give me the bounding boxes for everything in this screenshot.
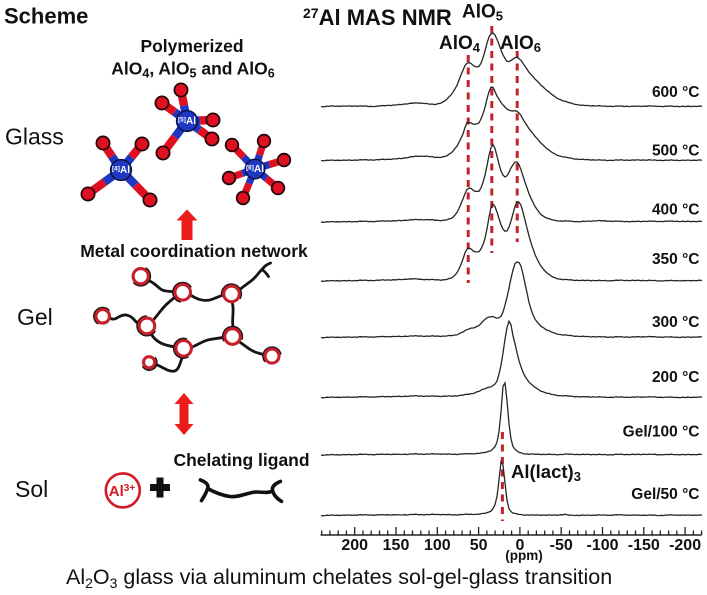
svg-text:AlO4: AlO4 [439,33,481,55]
svg-text:350 °C: 350 °C [652,251,700,268]
svg-text:-50: -50 [550,537,573,554]
svg-text:200 °C: 200 °C [652,369,700,386]
svg-text:500 °C: 500 °C [652,142,700,159]
svg-text:AlO6: AlO6 [500,33,541,55]
svg-text:-100: -100 [586,537,618,554]
svg-text:AlO4, AlO5 and AlO6: AlO4, AlO5 and AlO6 [111,59,275,81]
svg-text:27Al MAS NMR: 27Al MAS NMR [303,5,452,30]
svg-text:Al2O3 glass via aluminum chela: Al2O3 glass via aluminum chelates sol-ge… [66,565,612,591]
svg-text:(ppm): (ppm) [505,548,543,563]
svg-text:Al(lact)3: Al(lact)3 [511,461,581,484]
svg-text:Scheme: Scheme [4,4,88,29]
svg-text:Gel/50 °C: Gel/50 °C [631,486,699,503]
svg-text:Gel/100 °C: Gel/100 °C [623,423,700,440]
svg-text:[5]Al: [5]Al [178,116,196,127]
svg-text:AlO5: AlO5 [462,2,503,24]
svg-text:-150: -150 [628,537,660,554]
svg-text:[6]Al: [6]Al [246,164,264,175]
svg-text:Polymerized: Polymerized [140,36,243,56]
svg-text:200: 200 [341,537,368,554]
svg-text:Sol: Sol [15,476,48,502]
svg-text:0: 0 [515,537,524,554]
svg-text:Chelating ligand: Chelating ligand [173,450,309,470]
svg-text:400 °C: 400 °C [652,201,700,218]
svg-text:Glass: Glass [5,124,64,150]
svg-text:[4]Al: [4]Al [112,165,130,176]
svg-text:Gel: Gel [17,304,53,330]
svg-text:300 °C: 300 °C [652,314,700,331]
svg-text:100: 100 [424,537,451,554]
svg-text:150: 150 [383,537,410,554]
svg-text:600 °C: 600 °C [652,84,700,101]
svg-text:Metal coordination network: Metal coordination network [80,241,308,261]
svg-text:50: 50 [470,537,488,554]
svg-text:-200: -200 [669,537,701,554]
